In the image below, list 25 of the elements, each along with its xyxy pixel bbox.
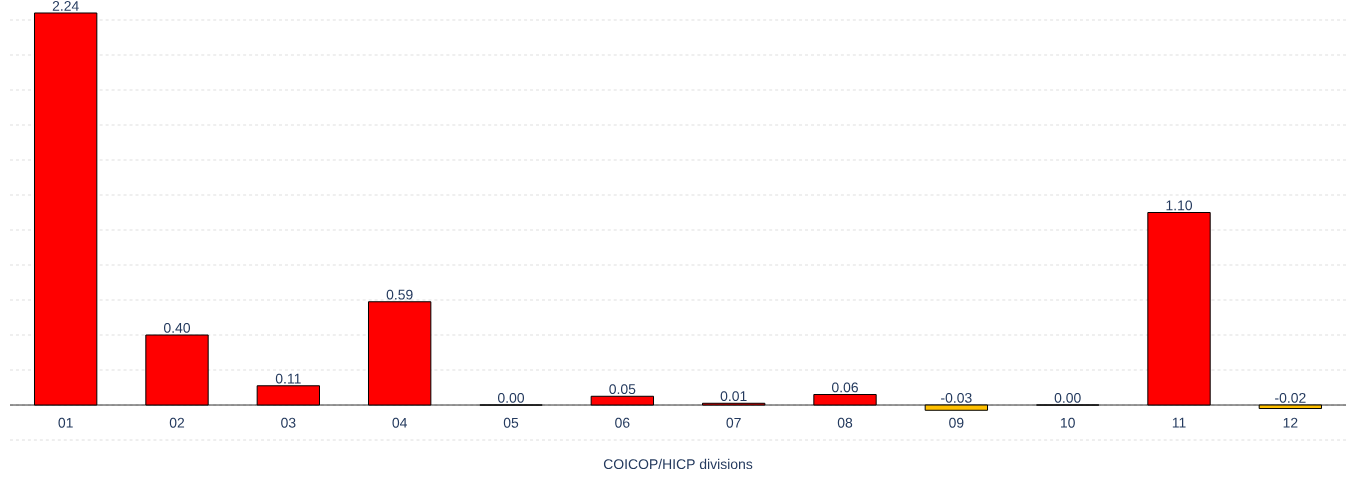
x-tick-label: 12 <box>1283 417 1298 428</box>
data-label: 0.00 <box>1054 392 1081 403</box>
x-tick-label: 08 <box>837 417 853 428</box>
data-label: 0.06 <box>831 382 858 393</box>
data-label: 0.11 <box>275 373 301 384</box>
x-tick-label: 03 <box>281 417 296 428</box>
x-tick-label: 02 <box>169 417 185 428</box>
x-tick-label: 04 <box>392 417 408 428</box>
data-label: 0.01 <box>720 391 747 402</box>
data-label: -0.03 <box>941 392 972 403</box>
data-label: 0.40 <box>163 322 191 333</box>
x-axis-title: COICOP/HICP divisions <box>603 458 753 470</box>
x-tick-label: 10 <box>1060 417 1075 428</box>
x-tick-label: 06 <box>615 417 630 428</box>
x-tick-label: 11 <box>1172 417 1186 428</box>
data-label: 0.59 <box>386 289 413 300</box>
x-tick-label: 07 <box>726 417 741 428</box>
data-label: 2.24 <box>52 1 79 11</box>
x-tick-label: 09 <box>949 417 964 428</box>
data-label: 0.00 <box>497 392 525 403</box>
data-label: -0.02 <box>1275 392 1306 403</box>
data-label: 1.10 <box>1166 200 1193 211</box>
x-tick-label: 01 <box>58 417 73 428</box>
data-label: 0.05 <box>609 384 636 395</box>
x-tick-label: 05 <box>503 417 519 428</box>
